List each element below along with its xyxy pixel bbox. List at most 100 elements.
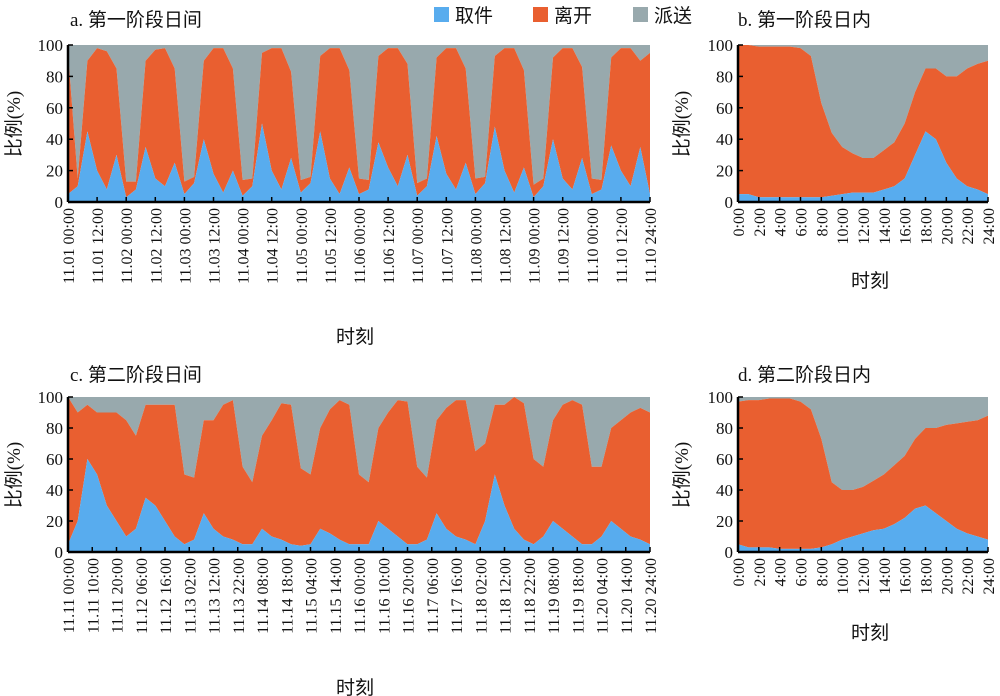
x-tick-label: 2:00	[752, 558, 769, 586]
x-tick-label: 11.01 00:00	[61, 208, 78, 284]
x-tick-label: 11.07 12:00	[439, 208, 456, 284]
legend-label-leave: 离开	[554, 5, 592, 27]
series-area-leave	[738, 398, 988, 549]
x-tick-label: 11.20 14:00	[619, 558, 636, 634]
x-tick-label: 11.13 12:00	[207, 558, 224, 634]
x-tick-label: 24:00	[981, 558, 998, 594]
x-tick-label: 11.11 10:00	[85, 558, 102, 633]
x-tick-label: 11.10 00:00	[585, 208, 602, 284]
x-tick-label: 11.14 18:00	[279, 558, 296, 634]
y-tick-label: 40	[716, 130, 733, 149]
chart-b-ylabel: 比例(%)	[671, 91, 693, 157]
x-tick-label: 11.18 22:00	[522, 558, 539, 634]
x-tick-label: 11.08 00:00	[468, 208, 485, 284]
x-tick-label: 11.16 00:00	[352, 558, 369, 634]
x-tick-label: 22:00	[960, 208, 977, 244]
y-tick-label: 20	[716, 512, 733, 531]
x-tick-label: 11.02 00:00	[119, 208, 136, 284]
chart-b: 0 20 40 60 80 100 0:00 2:00 4:00 6:00 8:00 10:00 12:…	[708, 36, 999, 244]
legend-swatch-leave	[533, 7, 548, 22]
series-area-leave	[68, 48, 650, 198]
x-tick-label: 10:00	[835, 558, 852, 594]
series-area-pickup	[68, 123, 650, 202]
series-area-dispatch	[738, 45, 988, 159]
x-tick-label: 20:00	[939, 208, 956, 244]
x-tick-label: 8:00	[814, 208, 831, 236]
series-area-pickup	[738, 131, 988, 202]
x-tick-label: 11.16 20:00	[401, 558, 418, 634]
chart-a-xlabel: 时刻	[336, 326, 374, 348]
x-tick-label: 12:00	[856, 208, 873, 244]
chart-c-ylabel: 比例(%)	[3, 442, 25, 508]
legend-swatch-pickup	[434, 7, 449, 22]
x-tick-label: 11.13 02:00	[182, 558, 199, 634]
series-area-pickup	[68, 459, 650, 552]
x-tick-label: 11.13 22:00	[231, 558, 248, 634]
x-tick-label: 11.18 02:00	[473, 558, 490, 634]
x-tick-label: 11.20 04:00	[595, 558, 612, 634]
x-tick-label: 14:00	[877, 208, 894, 244]
x-tick-label: 11.07 00:00	[410, 208, 427, 284]
legend-label-dispatch: 派送	[654, 5, 692, 27]
x-tick-label: 11.01 12:00	[90, 208, 107, 284]
y-tick-label: 0	[725, 543, 734, 562]
x-tick-label: 8:00	[814, 558, 831, 586]
x-tick-label: 11.05 00:00	[294, 208, 311, 284]
x-tick-label: 22:00	[960, 558, 977, 594]
x-tick-label: 14:00	[877, 558, 894, 594]
x-tick-label: 11.19 18:00	[570, 558, 587, 634]
x-tick-label: 11.12 16:00	[158, 558, 175, 634]
y-tick-label: 0	[55, 543, 64, 562]
x-tick-label: 11.05 12:00	[323, 208, 340, 284]
x-tick-label: 10:00	[835, 208, 852, 244]
x-tick-label: 11.04 00:00	[236, 208, 253, 284]
series-area-pickup	[738, 505, 988, 552]
y-tick-label: 80	[46, 67, 63, 86]
series-area-dispatch	[68, 397, 650, 483]
chart-b-title: b. 第一阶段日内	[738, 9, 871, 31]
y-tick-label: 80	[716, 67, 733, 86]
chart-c-xlabel: 时刻	[336, 677, 374, 696]
x-tick-label: 11.19 08:00	[546, 558, 563, 634]
x-tick-label: 0:00	[731, 558, 748, 586]
y-tick-label: 100	[38, 388, 64, 407]
legend-swatch-dispatch	[633, 7, 648, 22]
y-tick-label: 20	[46, 162, 63, 181]
series-area-dispatch	[68, 45, 650, 185]
x-tick-label: 6:00	[794, 558, 811, 586]
chart-a: 0 20 40 60 80 100 11.01 00:00 11.01 12:00 11.02 …	[38, 36, 661, 284]
y-tick-label: 0	[725, 193, 734, 212]
x-tick-label: 11.15 14:00	[328, 558, 345, 634]
x-tick-label: 11.16 10:00	[376, 558, 393, 634]
x-tick-label: 11.12 06:00	[134, 558, 151, 634]
x-tick-label: 11.14 08:00	[255, 558, 272, 634]
x-tick-label: 11.02 12:00	[148, 208, 165, 284]
y-tick-label: 80	[46, 419, 63, 438]
x-tick-label: 18:00	[919, 558, 936, 594]
chart-a-title: a. 第一阶段日间	[70, 9, 202, 31]
x-tick-label: 18:00	[919, 208, 936, 244]
x-tick-label: 11.10 24:00	[643, 208, 660, 284]
x-tick-label: 16:00	[898, 558, 915, 594]
x-tick-label: 11.04 12:00	[265, 208, 282, 284]
chart-d: 0 20 40 60 80 100 0:00 2:00 4:00 6:00 8:00 10:00 12:…	[708, 388, 999, 594]
x-tick-label: 11.06 00:00	[352, 208, 369, 284]
x-tick-label: 4:00	[773, 208, 790, 236]
series-area-leave	[68, 397, 650, 546]
y-tick-label: 60	[46, 450, 63, 469]
y-tick-label: 40	[716, 481, 733, 500]
x-tick-label: 11.17 16:00	[449, 558, 466, 634]
y-tick-label: 60	[716, 450, 733, 469]
series-area-dispatch	[738, 397, 988, 490]
y-tick-label: 60	[46, 99, 63, 118]
x-tick-label: 20:00	[939, 558, 956, 594]
chart-d-ylabel: 比例(%)	[671, 442, 693, 508]
x-tick-label: 11.15 04:00	[304, 558, 321, 634]
y-tick-label: 100	[708, 388, 734, 407]
y-tick-label: 20	[716, 162, 733, 181]
x-tick-label: 11.11 00:00	[61, 558, 78, 633]
y-tick-label: 60	[716, 99, 733, 118]
x-tick-label: 0:00	[731, 208, 748, 236]
chart-c: 0 20 40 60 80 100 11.11 00:00 11.11 10:00 11.11 …	[38, 388, 661, 634]
